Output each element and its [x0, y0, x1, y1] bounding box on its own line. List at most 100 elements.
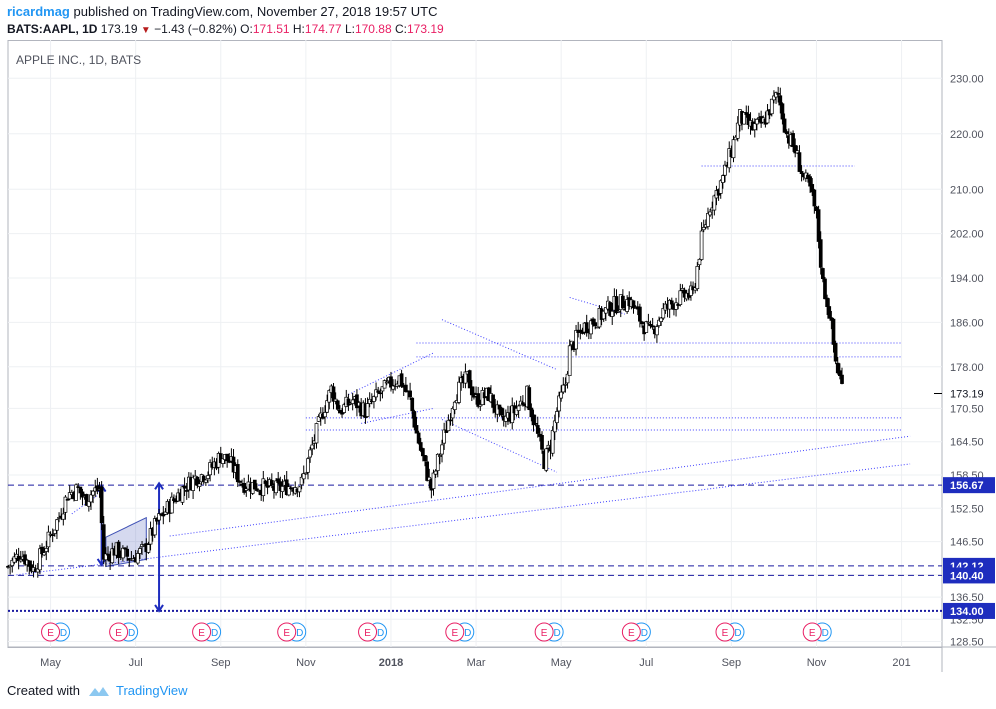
candle-body	[172, 498, 176, 501]
candle-body	[157, 513, 161, 521]
earnings-marker	[41, 622, 61, 642]
candle-body	[559, 391, 564, 399]
y-tick-label: 164.50	[950, 437, 984, 449]
candle-body	[18, 559, 23, 562]
candle-body	[667, 299, 672, 310]
candle-body	[661, 308, 666, 319]
candle-body	[731, 139, 736, 159]
tradingview-link[interactable]: TradingView	[115, 683, 188, 698]
candle-body	[808, 176, 812, 187]
x-tick-label: Jul	[639, 657, 653, 669]
candle-body	[603, 307, 608, 314]
candle-body	[478, 404, 483, 407]
candle-body	[152, 518, 157, 536]
earnings-marker	[445, 622, 465, 642]
candle-body	[442, 429, 447, 444]
candle-body	[723, 164, 727, 176]
candle-body	[776, 93, 781, 95]
candle-body	[631, 300, 636, 309]
candle-body	[80, 491, 85, 498]
candle-body	[238, 480, 242, 483]
candle-body	[384, 381, 389, 384]
dividend-marker-label: D	[734, 628, 741, 639]
candle-body	[840, 374, 844, 384]
candle-body	[593, 322, 598, 327]
earnings-marker-label: E	[115, 628, 122, 639]
footer: Created with TradingView	[7, 683, 188, 698]
dividend-marker-label: D	[60, 628, 67, 639]
price-chart[interactable]: 128.50132.50136.50140.50146.50152.50158.…	[0, 40, 996, 672]
candle-body	[414, 425, 419, 434]
candle-body	[648, 323, 653, 327]
candle-body	[793, 145, 798, 154]
candle-body	[201, 475, 206, 482]
candle-body	[657, 319, 661, 326]
candle-body	[772, 95, 776, 101]
candle-body	[95, 485, 100, 491]
x-tick-label: 2018	[379, 657, 403, 669]
key-level-badge	[943, 602, 995, 619]
candle-body	[655, 326, 659, 336]
candle-body	[12, 556, 17, 563]
candle-body	[450, 408, 455, 419]
candle-body	[425, 461, 429, 481]
key-level-badge	[943, 567, 995, 584]
candle-body	[446, 419, 451, 432]
candle-body	[712, 195, 717, 211]
candle-body	[346, 398, 351, 406]
y-tick-label: 128.50	[950, 636, 984, 648]
candle-body	[833, 342, 838, 362]
candle-body	[540, 434, 544, 450]
candle-body	[499, 407, 504, 416]
candle-body	[276, 478, 281, 483]
published-text: published on TradingView.com, November 2…	[73, 4, 438, 19]
candle-body	[621, 295, 625, 309]
candle-body	[495, 404, 500, 415]
author-link[interactable]: ricardmag	[7, 4, 70, 19]
candle-body	[74, 484, 78, 501]
candle-body	[244, 488, 249, 491]
candle-body	[304, 472, 308, 475]
x-tick-label: Sep	[722, 657, 742, 669]
candle-body	[818, 239, 823, 268]
candle-body	[595, 326, 600, 329]
candle-body	[589, 320, 593, 335]
earnings-marker-label: E	[283, 628, 290, 639]
candle-body	[67, 492, 72, 500]
candle-body	[91, 490, 95, 496]
candle-body	[591, 318, 595, 325]
y-tick-label: 230.00	[950, 73, 984, 85]
candle-body	[399, 373, 404, 387]
y-tick-label: 146.50	[950, 537, 984, 549]
candle-body	[744, 112, 749, 115]
earnings-marker	[277, 622, 297, 642]
candle-body	[689, 285, 693, 296]
candle-body	[497, 404, 502, 410]
dividend-marker-label: D	[211, 628, 218, 639]
candle-body	[433, 470, 438, 475]
candle-body	[410, 397, 415, 412]
x-tick-label: Nov	[807, 657, 827, 669]
candle-body	[355, 394, 359, 409]
candle-body	[816, 209, 821, 242]
candle-body	[146, 544, 151, 553]
candle-body	[408, 390, 412, 398]
x-tick-label: Sep	[211, 657, 231, 669]
candle-body	[323, 412, 327, 418]
candle-body	[452, 401, 457, 410]
candle-body	[721, 175, 725, 183]
candle-body	[784, 131, 789, 135]
candle-body	[423, 455, 427, 462]
open-label: O:	[240, 22, 253, 36]
candle-body	[195, 476, 200, 486]
candle-body	[38, 548, 42, 571]
candle-body	[510, 405, 515, 424]
candle-body	[491, 394, 495, 408]
candle-body	[299, 476, 304, 486]
earnings-marker-label: E	[541, 628, 548, 639]
y-tick-label: 152.50	[950, 503, 984, 515]
candle-body	[204, 479, 208, 483]
support-trend-line	[16, 463, 911, 576]
candle-body	[61, 513, 66, 520]
candle-body	[503, 415, 508, 422]
